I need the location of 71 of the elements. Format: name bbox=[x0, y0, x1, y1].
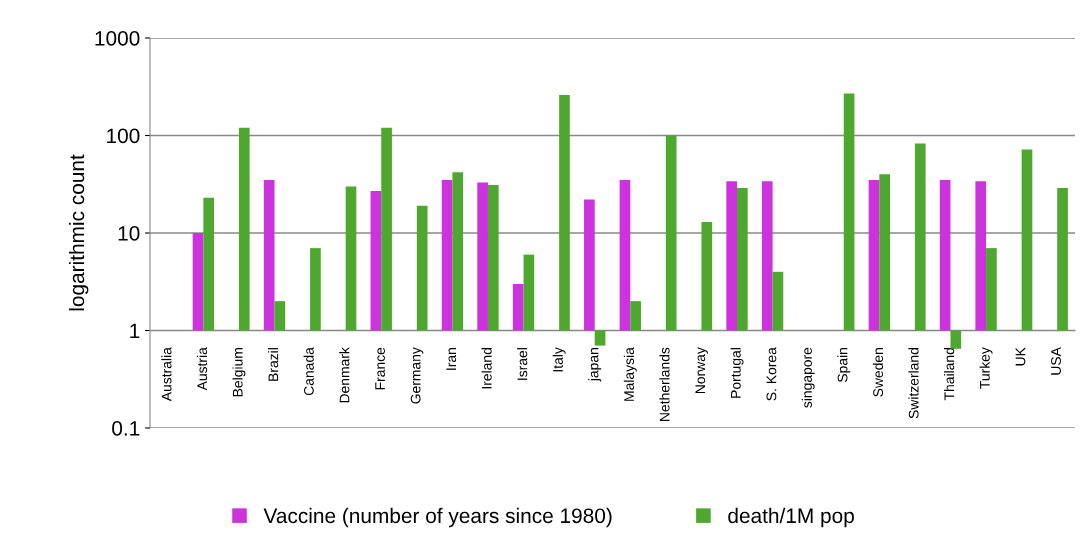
x-tick-label: Italy bbox=[552, 347, 566, 372]
bar bbox=[1057, 187, 1068, 331]
x-tick-label: Israel bbox=[517, 348, 528, 380]
bar bbox=[737, 187, 748, 331]
bar bbox=[761, 181, 773, 331]
bar bbox=[345, 186, 357, 331]
x-tick-label: UK bbox=[1015, 347, 1026, 366]
x-tick-label: Iran bbox=[446, 348, 457, 370]
bar bbox=[939, 179, 951, 331]
bar bbox=[594, 330, 606, 346]
bar bbox=[630, 301, 641, 331]
x-tick-label: Denmark bbox=[339, 347, 350, 403]
x-tick-label: japan bbox=[588, 348, 602, 382]
x-tick-label: Thailand bbox=[944, 348, 955, 401]
bar bbox=[843, 93, 855, 331]
bar bbox=[665, 135, 677, 331]
x-tick-label: Austria bbox=[196, 347, 208, 391]
legend-label: death/1M pop bbox=[728, 507, 854, 528]
x-tick-label: Canada bbox=[303, 347, 314, 396]
x-tick-label: Norway bbox=[695, 347, 708, 394]
x-tick-label: S. Korea bbox=[766, 347, 777, 401]
x-tick-label: France bbox=[375, 347, 385, 390]
bar bbox=[772, 271, 784, 331]
bar bbox=[701, 221, 713, 331]
bar bbox=[619, 179, 631, 331]
x-tick-label: singapore bbox=[801, 347, 815, 408]
bar bbox=[914, 143, 926, 331]
bar bbox=[381, 127, 392, 331]
bar bbox=[1021, 149, 1033, 331]
y-tick-label: 100 bbox=[107, 128, 140, 144]
bar bbox=[975, 181, 987, 331]
y-tick-label: 1 bbox=[130, 323, 140, 339]
bar bbox=[310, 248, 321, 331]
x-tick-label: Switzerland bbox=[908, 348, 919, 419]
legend-label: Vaccine (number of years since 1980) bbox=[263, 507, 612, 528]
bar bbox=[868, 179, 880, 331]
x-tick-label: Malaysia bbox=[623, 347, 637, 401]
bar bbox=[523, 254, 535, 331]
bar bbox=[238, 127, 250, 331]
bar bbox=[452, 172, 464, 331]
bar bbox=[986, 248, 997, 331]
x-tick-label: Netherlands bbox=[659, 347, 670, 421]
x-tick-label: Belgium bbox=[232, 348, 246, 397]
bar bbox=[726, 181, 738, 331]
x-tick-label: Turkey bbox=[979, 347, 993, 389]
x-tick-label: USA bbox=[1051, 347, 1061, 375]
x-tick-label: Spain bbox=[837, 348, 851, 383]
bar bbox=[203, 197, 215, 331]
bar bbox=[263, 179, 275, 331]
y-axis-title: logarithmic count bbox=[68, 154, 89, 311]
x-tick-label: Ireland bbox=[481, 348, 492, 389]
bar bbox=[559, 95, 570, 331]
x-tick-label: Australia bbox=[161, 347, 172, 402]
x-tick-label: Portugal bbox=[730, 348, 744, 398]
bar bbox=[512, 283, 524, 331]
bar bbox=[192, 233, 204, 331]
bar bbox=[879, 174, 890, 331]
bar bbox=[416, 205, 428, 331]
bar bbox=[477, 182, 488, 331]
bar bbox=[950, 330, 962, 349]
x-tick-label: Germany bbox=[410, 347, 424, 404]
y-tick-label: 10 bbox=[118, 226, 140, 241]
y-tick-label: 1000 bbox=[95, 31, 140, 46]
x-tick-label: Brazil bbox=[268, 348, 279, 381]
y-tick-label: 0.1 bbox=[112, 421, 140, 436]
bar bbox=[584, 199, 595, 331]
bar bbox=[441, 179, 453, 331]
x-tick-label: Sweden bbox=[872, 348, 884, 397]
bar bbox=[370, 190, 382, 331]
bar bbox=[274, 301, 286, 331]
bar bbox=[487, 185, 499, 331]
